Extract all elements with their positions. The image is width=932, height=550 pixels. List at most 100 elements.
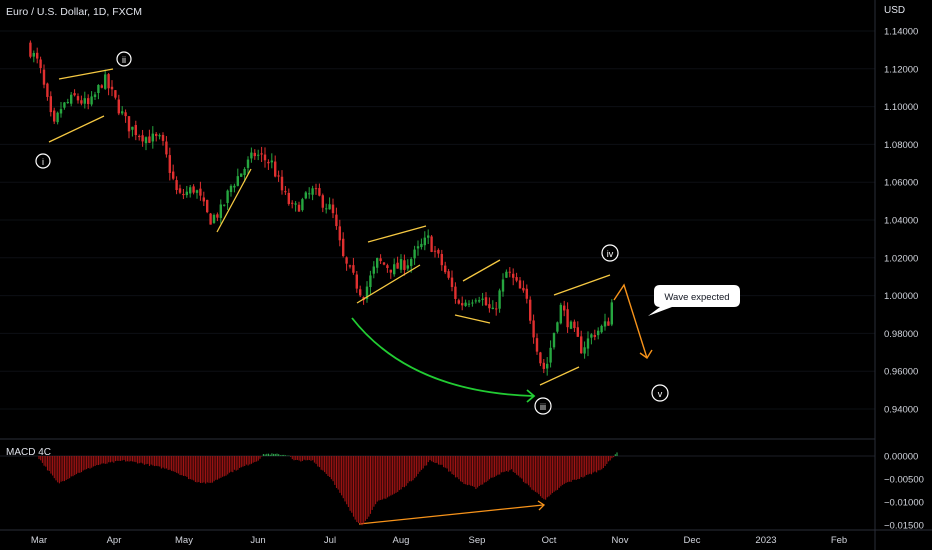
candle-body — [590, 334, 593, 338]
candle-body — [318, 188, 321, 196]
callout-text: Wave expected — [664, 292, 729, 303]
candle-body — [168, 155, 171, 173]
candle-body — [563, 305, 566, 311]
macd-tick-label: 0.00000 — [884, 452, 918, 463]
candle-body — [416, 246, 420, 249]
candle-body — [277, 175, 280, 177]
candle-body — [433, 250, 437, 252]
candle-body — [569, 321, 573, 329]
candle-body — [308, 193, 311, 195]
candle-body — [607, 321, 610, 326]
candle-body — [583, 347, 586, 354]
candle-body — [87, 98, 90, 105]
time-tick-label: Aug — [393, 535, 410, 546]
candle-body — [610, 302, 613, 325]
candle-body — [376, 258, 379, 268]
channel-line — [58, 68, 114, 80]
candle-body — [178, 188, 182, 193]
time-tick-label: 2023 — [755, 535, 776, 546]
wave-label-iii[interactable]: iii — [534, 397, 552, 415]
price-tick-label: 1.12000 — [884, 64, 918, 75]
candle-body — [134, 125, 137, 136]
candle-body — [246, 159, 250, 168]
candle-body — [280, 176, 284, 191]
candle-body — [454, 286, 457, 299]
candle-body — [274, 161, 277, 177]
price-candles — [29, 40, 613, 376]
wave-label-v[interactable]: v — [651, 384, 669, 402]
channel-line — [454, 314, 491, 324]
candle-body — [49, 96, 52, 113]
candle-body — [107, 74, 110, 89]
candle-body — [148, 136, 151, 143]
candle-body — [195, 190, 199, 193]
arc-arrowhead — [526, 389, 536, 403]
candle-body — [182, 193, 185, 196]
wave-projection — [613, 283, 648, 359]
candle-body — [219, 204, 222, 218]
candle-body — [172, 171, 175, 179]
candle-body — [410, 259, 413, 267]
time-axis[interactable]: Mar Apr May Jun Jul Aug Sep Oct Nov Dec 2023 Feb — [31, 535, 847, 546]
candle-body — [36, 52, 39, 59]
candle-body — [294, 203, 297, 205]
candle-body — [267, 161, 270, 164]
candle-body — [542, 362, 545, 369]
candle-body — [566, 309, 569, 328]
candle-body — [481, 298, 484, 300]
candle-body — [233, 185, 236, 188]
macd-axis[interactable]: 0.00000 −0.00500 −0.01000 −0.01500 — [884, 452, 924, 532]
price-tick-label: 0.94000 — [884, 405, 918, 416]
candle-body — [165, 141, 168, 155]
candle-body — [382, 262, 386, 265]
candle-body — [420, 243, 423, 248]
wave-label-iv[interactable]: iv — [601, 244, 619, 262]
wave-label-i[interactable]: i — [35, 153, 51, 169]
candle-body — [223, 204, 226, 206]
candle-body — [450, 277, 454, 288]
candle-body — [345, 257, 348, 264]
candle-body — [287, 192, 290, 204]
candle-body — [199, 188, 202, 196]
macd-tick-label: −0.01500 — [884, 521, 924, 532]
channel-line — [367, 225, 427, 243]
price-tick-label: 1.06000 — [884, 178, 918, 189]
trend-line — [216, 168, 252, 233]
macd-divergence-line — [358, 504, 544, 525]
wave-label-ii[interactable]: ii — [116, 51, 132, 67]
price-axis[interactable]: 1.14000 1.12000 1.10000 1.08000 1.06000 1.040… — [884, 27, 918, 416]
candle-body — [127, 116, 131, 132]
macd-tick-label: −0.01000 — [884, 498, 924, 509]
candle-body — [260, 153, 263, 155]
candle-body — [243, 168, 246, 176]
candle-body — [328, 204, 331, 210]
candle-body — [440, 253, 443, 266]
channel-line — [462, 259, 501, 282]
candle-body — [80, 100, 83, 104]
candle-body — [546, 363, 549, 369]
price-grid — [0, 30, 875, 410]
candle-body — [457, 300, 460, 304]
candle-body — [206, 199, 209, 213]
candle-body — [505, 271, 508, 278]
time-tick-label: Oct — [542, 535, 557, 546]
candle-body — [250, 152, 253, 159]
candle-body — [474, 300, 477, 302]
candle-body — [467, 303, 471, 305]
candle-body — [117, 99, 120, 114]
candle-body — [586, 338, 590, 349]
candle-body — [144, 137, 148, 144]
candle-body — [131, 126, 134, 130]
candle-body — [359, 289, 362, 296]
channel-line — [539, 366, 580, 386]
wave-expected-callout[interactable]: Wave expected — [648, 285, 740, 316]
time-tick-label: May — [175, 535, 193, 546]
candle-body — [355, 274, 358, 289]
wave-arc — [351, 317, 534, 397]
candle-body — [399, 259, 403, 270]
candle-body — [372, 266, 375, 274]
wave-label-circle — [651, 384, 669, 402]
candle-body — [386, 265, 389, 269]
candle-body — [229, 185, 233, 193]
